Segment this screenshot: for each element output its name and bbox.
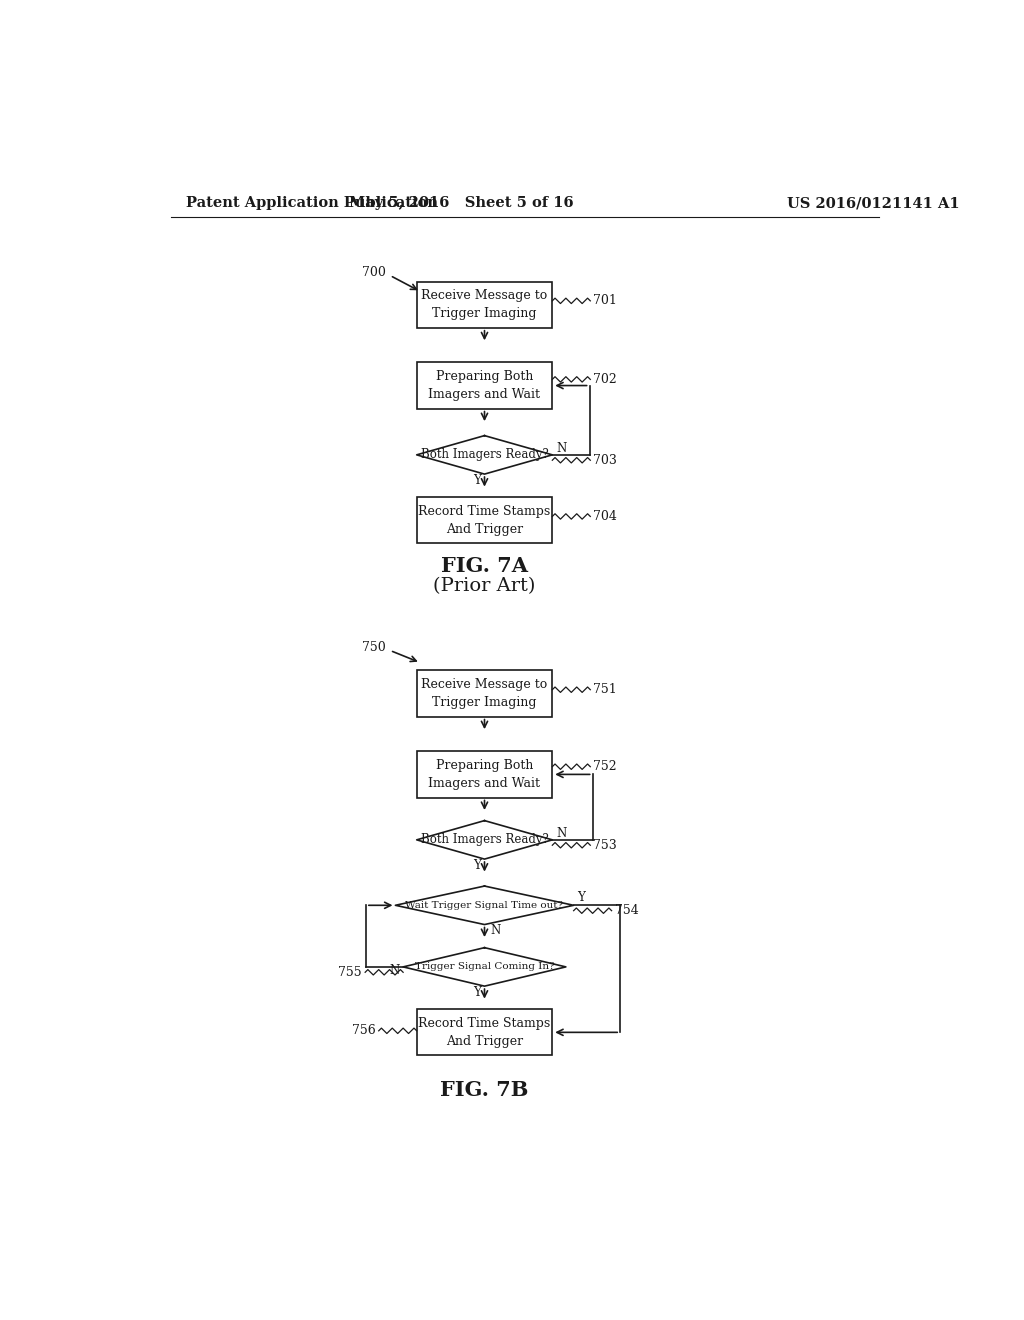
Text: Patent Application Publication: Patent Application Publication (186, 197, 438, 210)
Text: 755: 755 (338, 966, 362, 979)
Text: 701: 701 (593, 294, 617, 308)
Polygon shape (417, 821, 552, 859)
Text: US 2016/0121141 A1: US 2016/0121141 A1 (786, 197, 959, 210)
Text: Preparing Both
Imagers and Wait: Preparing Both Imagers and Wait (428, 370, 541, 401)
Text: (Prior Art): (Prior Art) (433, 577, 536, 595)
Text: N: N (556, 828, 566, 841)
Text: Both Imagers Ready?: Both Imagers Ready? (421, 833, 549, 846)
Text: N: N (490, 924, 501, 937)
FancyBboxPatch shape (417, 671, 552, 717)
Text: May 5, 2016   Sheet 5 of 16: May 5, 2016 Sheet 5 of 16 (349, 197, 573, 210)
Text: N: N (389, 964, 399, 977)
FancyBboxPatch shape (417, 363, 552, 409)
Text: 700: 700 (362, 265, 386, 279)
Text: Y: Y (473, 474, 480, 487)
FancyBboxPatch shape (417, 1010, 552, 1056)
Text: 702: 702 (593, 372, 617, 385)
Text: 754: 754 (614, 904, 638, 917)
Polygon shape (403, 948, 566, 986)
Text: Both Imagers Ready?: Both Imagers Ready? (421, 449, 549, 462)
FancyBboxPatch shape (417, 751, 552, 797)
Polygon shape (417, 436, 552, 474)
Text: 753: 753 (593, 838, 617, 851)
Text: 703: 703 (593, 454, 617, 467)
Text: FIG. 7A: FIG. 7A (441, 557, 528, 577)
Text: Receive Message to
Trigger Imaging: Receive Message to Trigger Imaging (421, 678, 548, 709)
Text: Y: Y (473, 859, 480, 871)
Text: Preparing Both
Imagers and Wait: Preparing Both Imagers and Wait (428, 759, 541, 789)
Text: Record Time Stamps
And Trigger: Record Time Stamps And Trigger (419, 504, 551, 536)
FancyBboxPatch shape (417, 281, 552, 327)
Text: 752: 752 (593, 760, 617, 774)
Text: 750: 750 (362, 640, 386, 653)
Text: Record Time Stamps
And Trigger: Record Time Stamps And Trigger (419, 1016, 551, 1048)
Text: Receive Message to
Trigger Imaging: Receive Message to Trigger Imaging (421, 289, 548, 321)
Text: 756: 756 (352, 1024, 376, 1038)
Text: Wait Trigger Signal Time out?: Wait Trigger Signal Time out? (406, 900, 563, 909)
Text: FIG. 7B: FIG. 7B (440, 1080, 528, 1100)
Polygon shape (395, 886, 573, 924)
Text: Y: Y (578, 891, 586, 904)
Text: N: N (556, 442, 566, 455)
Text: Trigger Signal Coming In?: Trigger Signal Coming In? (415, 962, 554, 972)
Text: 704: 704 (593, 510, 617, 523)
Text: 751: 751 (593, 684, 617, 696)
FancyBboxPatch shape (417, 498, 552, 544)
Text: Y: Y (473, 986, 480, 999)
